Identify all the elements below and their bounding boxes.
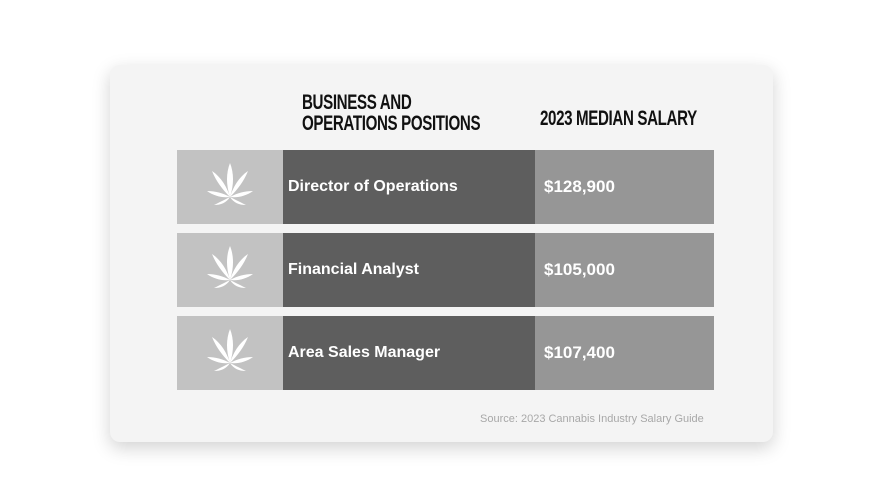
position-cell: Financial Analyst [283,233,535,307]
source-note: Source: 2023 Cannabis Industry Salary Gu… [480,413,704,425]
salary-cell: $105,000 [535,233,714,307]
cannabis-leaf-icon [206,245,254,295]
table-row: Financial Analyst $105,000 [177,233,714,307]
positions-header-line2: OPERATIONS POSITIONS [302,112,481,135]
icon-cell [177,233,283,307]
icon-cell [177,316,283,390]
positions-header: BUSINESS AND OPERATIONS POSITIONS [302,91,481,135]
cannabis-leaf-icon [206,162,254,212]
salary-cell: $107,400 [535,316,714,390]
position-cell: Area Sales Manager [283,316,535,390]
cannabis-leaf-icon [206,328,254,378]
salary-header: 2023 MEDIAN SALARY [540,107,697,130]
icon-cell [177,150,283,224]
salary-cell: $128,900 [535,150,714,224]
table-row: Area Sales Manager $107,400 [177,316,714,390]
positions-header-line1: BUSINESS AND [302,91,412,114]
table-row: Director of Operations $128,900 [177,150,714,224]
position-cell: Director of Operations [283,150,535,224]
